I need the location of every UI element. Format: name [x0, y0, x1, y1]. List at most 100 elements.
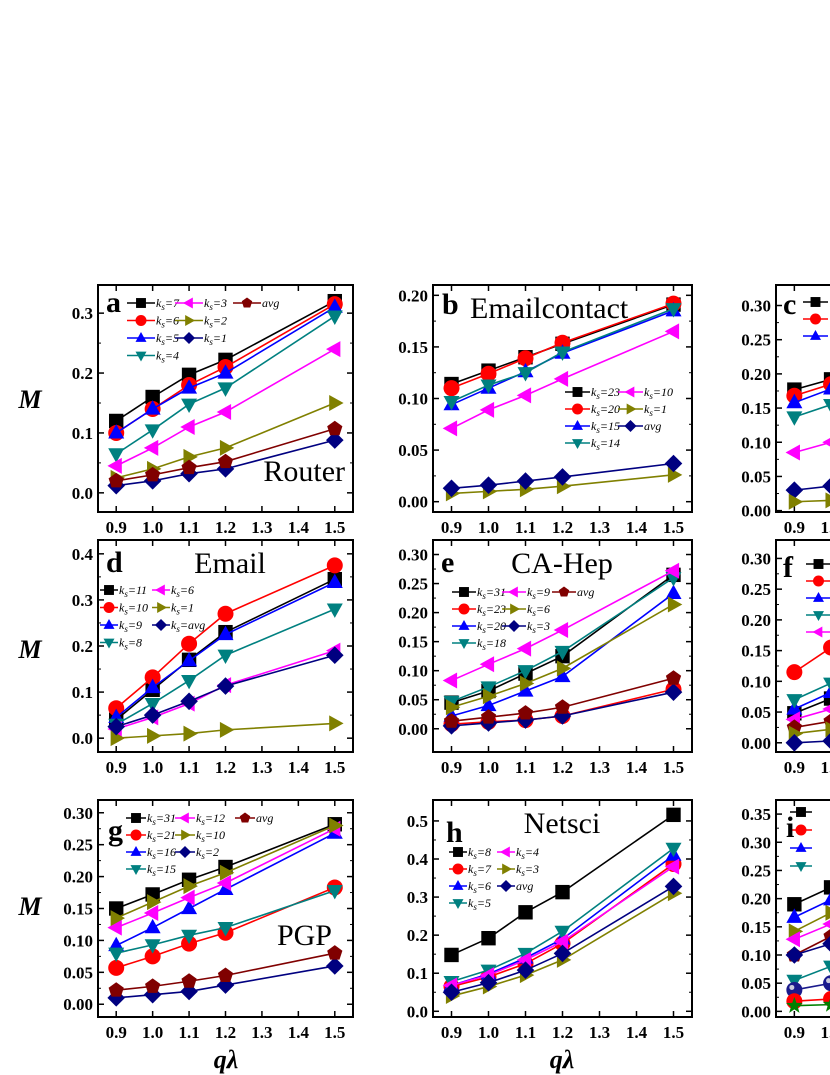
- legend-label: ks=23: [591, 385, 620, 401]
- data-point: [444, 947, 459, 963]
- x-tick-label: 1.0: [820, 1023, 830, 1042]
- legend-item: avg: [233, 296, 279, 310]
- triangle-up-marker: [135, 331, 147, 342]
- x-tick-label: 1.4: [288, 758, 310, 777]
- data-point: [822, 437, 830, 447]
- legend: [806, 559, 830, 638]
- data-point: [823, 639, 830, 656]
- data-point: [326, 557, 343, 574]
- series-unnamed-7: [786, 975, 830, 998]
- x-tick-label: 1.0: [142, 518, 163, 537]
- series-ks=5: [443, 842, 682, 991]
- x-tick-label: 1.4: [626, 1023, 648, 1042]
- data-point: [479, 656, 495, 673]
- y-tick-label: 0.00: [398, 493, 428, 512]
- legend-item: ks=10: [100, 601, 148, 617]
- y-tick-label: 0.15: [741, 642, 771, 661]
- panel-letter: f: [783, 551, 794, 584]
- legend-item: [806, 611, 830, 622]
- data-point: [326, 885, 343, 900]
- legend-item: avg: [552, 585, 594, 599]
- y-tick-label: 0.10: [398, 390, 428, 409]
- data-point: [442, 983, 461, 1002]
- diamond-marker: [182, 331, 196, 345]
- legend-label: ks=16: [147, 845, 176, 861]
- data-point: [516, 387, 532, 404]
- data-point: [217, 382, 234, 397]
- panel-title: PGP: [277, 919, 332, 952]
- legend-label: ks=31: [147, 811, 176, 827]
- diamond-marker: [178, 845, 192, 859]
- data-point: [554, 699, 571, 714]
- panel-d: 0.9 1.0 1.1 1.2 1.3 1.4 1.5 0.0 0.1 0.2 0.3 0.4 ks=1…: [72, 539, 354, 777]
- panel-letter: d: [106, 546, 123, 579]
- series-ks=3: [107, 341, 341, 474]
- sphere-highlight: [789, 984, 795, 990]
- panel-letter: g: [108, 814, 123, 847]
- y-axis-label-row2: M: [17, 635, 42, 664]
- data-point: [217, 605, 234, 622]
- data-point: [216, 874, 232, 891]
- data-point: [326, 310, 343, 325]
- data-point: [181, 899, 198, 915]
- data-point: [181, 459, 197, 475]
- data-point: [144, 948, 161, 965]
- legend-item: ks=7: [127, 296, 180, 312]
- data-point: [516, 640, 532, 657]
- legend-label: ks=20: [591, 402, 620, 418]
- legend-item: ks=4: [127, 349, 179, 365]
- data-point: [786, 908, 803, 923]
- panel-title: Router: [263, 455, 345, 488]
- data-point: [144, 424, 161, 439]
- legend-item: ks=23: [452, 602, 506, 618]
- legend-item: ks=7: [449, 862, 492, 878]
- circle-marker: [795, 824, 807, 836]
- series-unnamed-3: [786, 677, 830, 709]
- data-point: [823, 382, 830, 395]
- triangle-down-marker: [103, 638, 115, 649]
- data-point: [553, 370, 569, 387]
- y-tick-label: 0.20: [741, 611, 771, 630]
- x-tick-label: 1.2: [552, 758, 573, 777]
- series-unnamed-6: [788, 492, 830, 510]
- legend-label: avg: [644, 419, 661, 433]
- x-tick-label: 1.5: [663, 758, 684, 777]
- data-point: [145, 978, 161, 993]
- data-point: [180, 982, 198, 1001]
- data-point: [665, 670, 682, 685]
- data-point: [180, 418, 195, 435]
- data-point: [325, 646, 344, 665]
- x-tick-label: 1.0: [142, 1023, 163, 1042]
- series-unnamed-5: [785, 478, 830, 499]
- legend-item: [790, 807, 812, 817]
- y-tick-label: 0.20: [741, 365, 771, 384]
- plot-frame: [775, 799, 830, 1018]
- legend-item: ks=6: [127, 314, 179, 330]
- triangle-up-marker: [813, 591, 824, 602]
- data-point: [664, 323, 680, 340]
- series-ks=8: [444, 807, 681, 963]
- data-point: [181, 973, 197, 988]
- x-tick-label: 1.3: [251, 1023, 272, 1042]
- data-point: [217, 922, 234, 937]
- legend-item: ks=avg: [152, 618, 205, 634]
- legend-label: ks=7: [156, 296, 180, 312]
- y-tick-label: 0.30: [741, 549, 771, 568]
- data-point: [217, 967, 234, 982]
- y-tick-label: 0.10: [741, 433, 771, 452]
- data-point: [445, 699, 461, 716]
- circle-marker: [572, 403, 583, 415]
- legend-item: ks=20: [565, 402, 620, 418]
- data-point: [144, 918, 161, 934]
- data-point: [825, 904, 830, 921]
- panel-letter: h: [446, 816, 463, 849]
- y-tick-label: 0.05: [63, 963, 93, 982]
- legend-item: ks=9: [502, 585, 550, 601]
- y-tick-label: 0.05: [741, 703, 771, 722]
- triangle-left-marker: [182, 297, 193, 309]
- data-point: [517, 367, 534, 382]
- data-point: [110, 730, 126, 747]
- y-tick-label: 0.25: [63, 836, 93, 855]
- triangle-left-marker: [178, 812, 189, 824]
